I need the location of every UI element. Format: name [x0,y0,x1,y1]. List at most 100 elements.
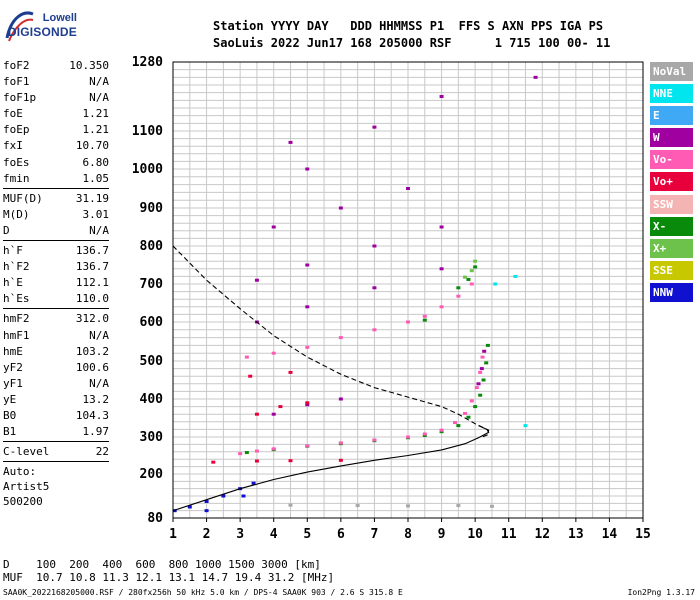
echo-point-vo [211,460,216,464]
y-tick-label: 200 [140,467,164,482]
param-name: hmF2 [3,312,30,326]
param-name: yE [3,392,17,406]
param-row: yF2 100.6 [3,360,109,376]
param-name: h`F [3,244,23,258]
param-name: fmin [3,171,30,185]
echo-point-w [372,244,377,248]
echo-point-vo [474,386,479,390]
param-separator [3,240,109,242]
x-tick-label: 6 [337,527,345,542]
legend-item-x: X- [650,216,693,236]
param-name: B0 [3,408,17,422]
echo-point-x [473,405,478,409]
echo-point-vo [305,401,310,405]
param-separator [3,308,109,310]
y-tick-label: 300 [140,430,164,445]
y-tick-label: 80 [147,511,163,526]
x-tick-label: 4 [270,527,278,542]
param-separator [3,441,109,443]
y-tick-label: 700 [140,277,164,292]
echo-point-w [439,95,444,98]
x-tick-label: 10 [467,527,483,542]
x-tick-label: 5 [303,527,311,542]
echo-point-x [244,451,249,455]
param-value: 136.7 [75,244,109,258]
echo-point-vo [372,438,377,442]
autoscaling-line: 500200 [3,495,43,509]
param-value: 1.97 [82,425,110,439]
param-name: h`E [3,276,23,290]
param-value: 10.70 [75,139,109,153]
echo-point-w [305,167,310,171]
param-name: C-level [3,445,50,459]
autoscaling-info: Auto: Artist5 500200 [3,464,109,509]
param-name: B1 [3,425,17,439]
param-value: 100.6 [75,360,109,374]
echo-point-w [288,140,293,144]
echo-point-vo [338,441,343,445]
x-tick-label: 9 [438,527,446,542]
param-name: foEp [3,123,30,137]
echo-point-vo [305,444,310,448]
echo-point-x [466,415,471,419]
echo-point-vo [248,374,253,378]
param-name: h`F2 [3,260,30,274]
legend-item-e: E [650,106,693,126]
echo-point-vo [463,411,468,415]
echo-point-x [469,269,474,273]
param-row: M(D) 3.01 [3,207,109,223]
logo-line2: DIGISONDE [7,25,77,39]
param-value: 3.01 [82,207,110,221]
echo-point-w [254,278,259,282]
legend-item-sse: SSE [650,260,693,280]
echo-point-vo [478,370,483,374]
y-tick-label: 400 [140,392,164,407]
echo-point-vo [244,355,249,359]
polarization-legend: NoVal NNE E W Vo- Vo+ SSW X- X+ SSE NNW [650,62,693,305]
param-row: D N/A [3,223,109,239]
echo-point-vo [288,459,293,463]
param-name: h`Es [3,292,30,306]
param-value: 1.21 [82,107,110,121]
echo-point-vo [238,452,243,456]
param-value: 136.7 [75,260,109,274]
x-tick-label: 12 [534,527,550,542]
echo-point-noval [355,504,360,508]
param-value: 22 [95,445,109,459]
chart-points [172,75,538,513]
file-footer: SAA0K_2022168205000.RSF / 280fx256h 50 k… [3,588,403,597]
version-label: Ion2Png 1.3.17 [627,588,695,597]
param-row: foF1 N/A [3,74,109,90]
echo-point-x [473,259,478,263]
echo-point-w [271,412,276,416]
muf-table: D 100 200 400 600 800 1000 1500 3000 [km… [3,558,334,584]
param-row: foEp 1.21 [3,122,109,138]
echo-point-w [533,75,538,79]
param-row: h`F 136.7 [3,243,109,259]
param-row: fmin 1.05 [3,171,109,187]
echo-point-nnw [251,481,256,485]
curve-profile [172,425,490,512]
echo-point-vo [254,459,259,463]
echo-point-w [482,349,487,353]
echo-point-vo [406,320,410,324]
echo-point-vo [439,428,444,432]
echo-point-w [406,187,410,190]
param-name: foE [3,107,23,121]
echo-point-w [338,206,343,210]
echo-point-vo [338,458,343,462]
echo-point-w [271,225,276,229]
echo-point-w [476,382,481,386]
echo-point-vo [469,399,474,403]
muf-frequency-row: MUF 10.7 10.8 11.3 12.1 13.1 14.7 19.4 3… [3,571,335,584]
param-name: yF2 [3,360,23,374]
param-row: h`E 112.1 [3,275,109,291]
y-tick-label: 800 [140,239,164,254]
x-tick-label: 8 [404,527,412,542]
param-row: yF1 N/A [3,376,109,392]
param-row: fxI 10.70 [3,138,109,154]
chart-curves [172,245,490,512]
param-name: hmE [3,344,23,358]
y-tick-label: 1280 [132,55,163,70]
